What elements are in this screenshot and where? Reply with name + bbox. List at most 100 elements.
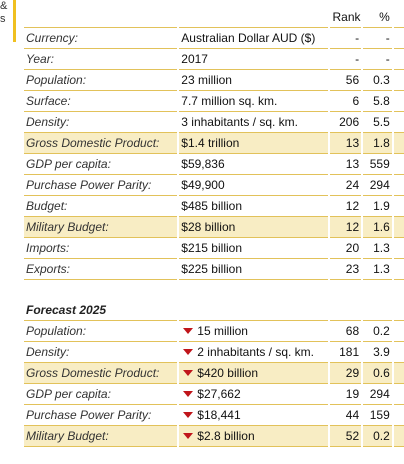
section-gap: Forecast 2025: [24, 280, 404, 321]
row-value: 3 inhabitants / sq. km.: [179, 112, 329, 133]
row-value: $59,836: [179, 154, 329, 175]
table-row: Budget: $485 billion 12 1.9: [24, 196, 404, 217]
row-percent: 1.6: [363, 217, 392, 238]
row-rank: 12: [330, 196, 362, 217]
row-percent: 0.2: [363, 426, 392, 447]
row-label: GDP per capita:: [24, 384, 178, 405]
down-triangle-icon: [183, 412, 194, 419]
row-percent: 1.3: [363, 259, 392, 280]
row-percent: -: [363, 28, 392, 49]
cropped-cell: [393, 217, 404, 238]
row-value-text: 7.7 million sq. km.: [181, 94, 278, 108]
table-row: Purchase Power Parity: $18,441 44 159: [24, 405, 404, 426]
row-rank: 52: [330, 426, 362, 447]
row-percent: 5.8: [363, 91, 392, 112]
row-value: 2017: [179, 49, 329, 70]
cropped-cell: [393, 238, 404, 259]
row-rank: 206: [330, 112, 362, 133]
row-value: 23 million: [179, 70, 329, 91]
down-triangle-icon: [183, 349, 194, 356]
row-label: Density:: [24, 112, 178, 133]
row-value: 2 inhabitants / sq. km.: [179, 342, 329, 363]
row-percent: 294: [363, 384, 392, 405]
cropped-cell: [393, 91, 404, 112]
row-value-text: $2.8 billion: [197, 429, 255, 443]
table-row: Population: 15 million 68 0.2: [24, 321, 404, 342]
row-rank: 13: [330, 154, 362, 175]
forecast-stats-body: Population: 15 million 68 0.2 Density: 2 inha…: [24, 321, 404, 447]
row-value-text: $49,900: [181, 178, 225, 192]
header-row: Rank %: [24, 6, 404, 28]
row-percent: 294: [363, 175, 392, 196]
row-percent: 1.3: [363, 238, 392, 259]
row-rank: 6: [330, 91, 362, 112]
rank-header: Rank: [330, 6, 362, 28]
row-value-text: 15 million: [197, 324, 248, 338]
cropped-cell: [393, 49, 404, 70]
cropped-side-text: & s: [0, 0, 8, 25]
row-value: $18,441: [179, 405, 329, 426]
table-row: GDP per capita: $27,662 19 294: [24, 384, 404, 405]
row-label: Density:: [24, 342, 178, 363]
table-row: Population: 23 million 56 0.3: [24, 70, 404, 91]
row-value-text: Australian Dollar AUD ($): [181, 31, 316, 45]
row-value: $225 billion: [179, 259, 329, 280]
row-label: Purchase Power Parity:: [24, 405, 178, 426]
cropped-cell: [393, 384, 404, 405]
row-rank: 12: [330, 217, 362, 238]
cropped-cell: [393, 154, 404, 175]
table-row: Density: 2 inhabitants / sq. km. 181 3.9: [24, 342, 404, 363]
cropped-column-header: [393, 6, 404, 28]
value-header: [179, 6, 329, 28]
row-rank: 56: [330, 70, 362, 91]
row-label: Military Budget:: [24, 217, 178, 238]
row-value: $1.4 trillion: [179, 133, 329, 154]
cropped-cell: [393, 405, 404, 426]
table-row: Purchase Power Parity: $49,900 24 294: [24, 175, 404, 196]
table-row: Currency: Australian Dollar AUD ($) - -: [24, 28, 404, 49]
table-row: Military Budget: $28 billion 12 1.6: [24, 217, 404, 238]
down-triangle-icon: [183, 328, 194, 335]
row-rank: 24: [330, 175, 362, 196]
table-row: Military Budget: $2.8 billion 52 0.2: [24, 426, 404, 447]
row-value: $485 billion: [179, 196, 329, 217]
cropped-cell: [393, 70, 404, 91]
row-value-text: $59,836: [181, 157, 225, 171]
row-rank: 29: [330, 363, 362, 384]
row-label: Purchase Power Parity:: [24, 175, 178, 196]
row-value: $49,900: [179, 175, 329, 196]
row-percent: 1.9: [363, 196, 392, 217]
row-label: Year:: [24, 49, 178, 70]
pct-header: %: [363, 6, 392, 28]
row-percent: 0.6: [363, 363, 392, 384]
row-label: Surface:: [24, 91, 178, 112]
row-value-text: 23 million: [181, 73, 232, 87]
row-label: Budget:: [24, 196, 178, 217]
row-value: 7.7 million sq. km.: [179, 91, 329, 112]
row-percent: 0.3: [363, 70, 392, 91]
row-value-text: $225 billion: [181, 262, 242, 276]
row-value-text: $215 billion: [181, 241, 242, 255]
current-stats-body: Currency: Australian Dollar AUD ($) - - Year…: [24, 28, 404, 280]
table-row: Density: 3 inhabitants / sq. km. 206 5.5: [24, 112, 404, 133]
row-rank: 13: [330, 133, 362, 154]
accent-bar: [13, 0, 16, 42]
cropped-cell: [393, 259, 404, 280]
table-row: Exports: $225 billion 23 1.3: [24, 259, 404, 280]
row-label: Gross Domestic Product:: [24, 363, 178, 384]
cropped-cell: [393, 175, 404, 196]
cropped-cell: [393, 196, 404, 217]
row-value-text: $420 billion: [197, 366, 258, 380]
row-rank: -: [330, 28, 362, 49]
row-percent: 159: [363, 405, 392, 426]
row-rank: 44: [330, 405, 362, 426]
cropped-cell: [393, 133, 404, 154]
row-value: $215 billion: [179, 238, 329, 259]
row-percent: 3.9: [363, 342, 392, 363]
row-value: Australian Dollar AUD ($): [179, 28, 329, 49]
down-triangle-icon: [183, 391, 194, 398]
table-row: Gross Domestic Product: $1.4 trillion 13 1.…: [24, 133, 404, 154]
forecast-title-row: Forecast 2025: [24, 300, 404, 321]
row-value-text: $1.4 trillion: [181, 136, 240, 150]
row-value: $2.8 billion: [179, 426, 329, 447]
